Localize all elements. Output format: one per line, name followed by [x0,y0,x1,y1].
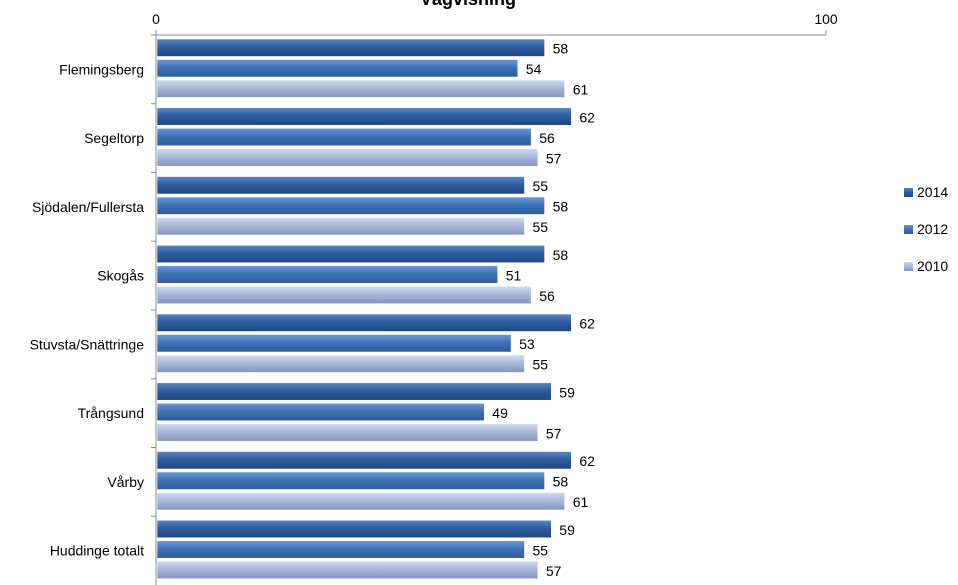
data-label: 56 [539,288,555,304]
bar-2012 [156,196,545,215]
data-label: 62 [579,453,595,469]
data-label: 59 [559,384,575,400]
legend-label: 2012 [917,221,948,237]
category-label: Flemingsberg [59,61,144,77]
bar-2012 [156,471,545,490]
data-label: 61 [573,82,589,98]
bar-2012 [156,540,525,559]
category-label: Huddinge totalt [50,543,144,559]
bar-2014 [156,244,545,264]
data-label: 58 [553,41,569,57]
chart-title: Vägvisning [420,0,516,9]
bar-2010 [156,354,525,373]
bar-2010 [156,79,566,98]
data-label: 53 [519,336,535,352]
legend-swatch-2010 [904,262,913,271]
category-label: Skogås [97,268,144,284]
data-label: 59 [559,522,575,538]
bar-2014 [156,176,525,195]
bar-2012 [156,265,499,284]
bar-2014 [156,313,572,332]
data-label: 62 [579,109,595,125]
legend-label: 2014 [917,184,948,200]
plot-area: 0 100 Flemingsberg 58 54 61 Segeltorp 62 56 57 Sjö… [30,11,838,585]
bar-2014 [156,107,572,126]
data-label: 55 [533,219,549,235]
bar-2014 [156,519,552,539]
legend-swatch-2014 [904,188,913,197]
bar-2012 [156,334,512,353]
data-label: 55 [533,178,549,194]
bar-2012 [156,402,485,422]
bar-2010 [156,148,539,167]
data-label: 56 [539,130,555,146]
bar-2010 [156,217,525,236]
x-tick-label: 0 [152,11,160,27]
bar-2012 [156,127,532,147]
data-label: 57 [546,150,562,166]
bar-2014 [156,382,552,401]
legend-swatch-2012 [904,225,913,234]
data-label: 58 [553,199,569,215]
data-label: 58 [553,474,569,490]
legend-label: 2010 [917,258,948,274]
bar-2014 [156,451,572,470]
x-tick-label: 100 [814,11,838,27]
data-label: 55 [533,357,549,373]
bar-2014 [156,38,545,57]
category-label: Stuvsta/Snättringe [30,336,145,352]
category-label: Trångsund [78,405,144,421]
data-label: 61 [573,494,589,510]
bar-2010 [156,492,566,511]
legend: 2014 2012 2010 [904,184,948,274]
category-label: Vårby [107,474,144,490]
data-label: 57 [546,563,562,579]
category-label: Segeltorp [84,130,144,146]
data-label: 54 [526,61,542,77]
data-label: 57 [546,425,562,441]
bar-2012 [156,59,519,78]
data-label: 55 [533,542,549,558]
category-label: Sjödalen/Fullersta [32,199,144,215]
bar-2010 [156,560,539,580]
data-label: 58 [553,247,569,263]
data-label: 49 [492,405,508,421]
data-label: 62 [579,316,595,332]
data-label: 51 [506,267,522,283]
bar-2010 [156,285,532,305]
bar-2010 [156,423,539,442]
